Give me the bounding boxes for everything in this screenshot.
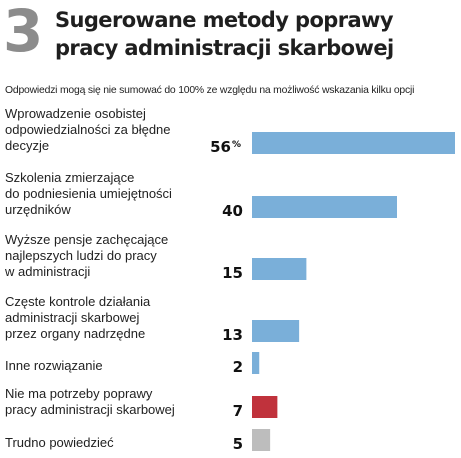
- category-label: Wyższe pensje zachęcające: [5, 232, 168, 247]
- bar: [252, 196, 397, 218]
- section-number: 3: [3, 0, 43, 65]
- category-label: do podniesienia umiejętności: [5, 186, 172, 201]
- category-label: Częste kontrole działania: [5, 294, 151, 309]
- category-label: decyzje: [5, 138, 49, 153]
- category-label: w administracji: [4, 264, 90, 279]
- value-label: 7: [233, 402, 243, 420]
- chart-subtitle: Odpowiedzi mogą się nie sumować do 100% …: [5, 85, 415, 96]
- value-label: 2: [233, 358, 243, 376]
- bar: [252, 396, 278, 418]
- bar: [252, 132, 455, 154]
- category-label: Nie ma potrzeby poprawy: [5, 386, 153, 401]
- bar: [252, 320, 300, 342]
- category-label: Wprowadzenie osobistej: [5, 106, 146, 121]
- value-label: 5: [233, 435, 243, 453]
- bar: [252, 352, 260, 374]
- value-label: 56: [210, 138, 231, 156]
- category-label: urzędników: [5, 202, 71, 217]
- category-label: odpowiedzialności za błędne: [5, 122, 171, 137]
- chart-title: Sugerowane metody poprawy pracy administ…: [55, 6, 455, 62]
- category-label: administracji skarbowej: [5, 310, 139, 325]
- chart-title-line-2: pracy administracji skarbowej: [55, 36, 394, 60]
- category-label: Szkolenia zmierzające: [5, 170, 134, 185]
- category-label: Trudno powiedzieć: [5, 435, 114, 450]
- chart-title-line-1: Sugerowane metody poprawy: [55, 8, 394, 32]
- percent-sign: %: [232, 140, 241, 150]
- category-label: najlepszych ludzi do pracy: [5, 248, 157, 263]
- value-label: 40: [222, 202, 243, 220]
- bar: [252, 258, 307, 280]
- bar: [252, 429, 271, 451]
- value-label: 13: [222, 326, 243, 344]
- value-label: 15: [222, 264, 243, 282]
- category-label: przez organy nadrzędne: [5, 326, 145, 341]
- category-label: Inne rozwiązanie: [5, 358, 103, 373]
- category-label: pracy administracji skarbowej: [5, 402, 175, 417]
